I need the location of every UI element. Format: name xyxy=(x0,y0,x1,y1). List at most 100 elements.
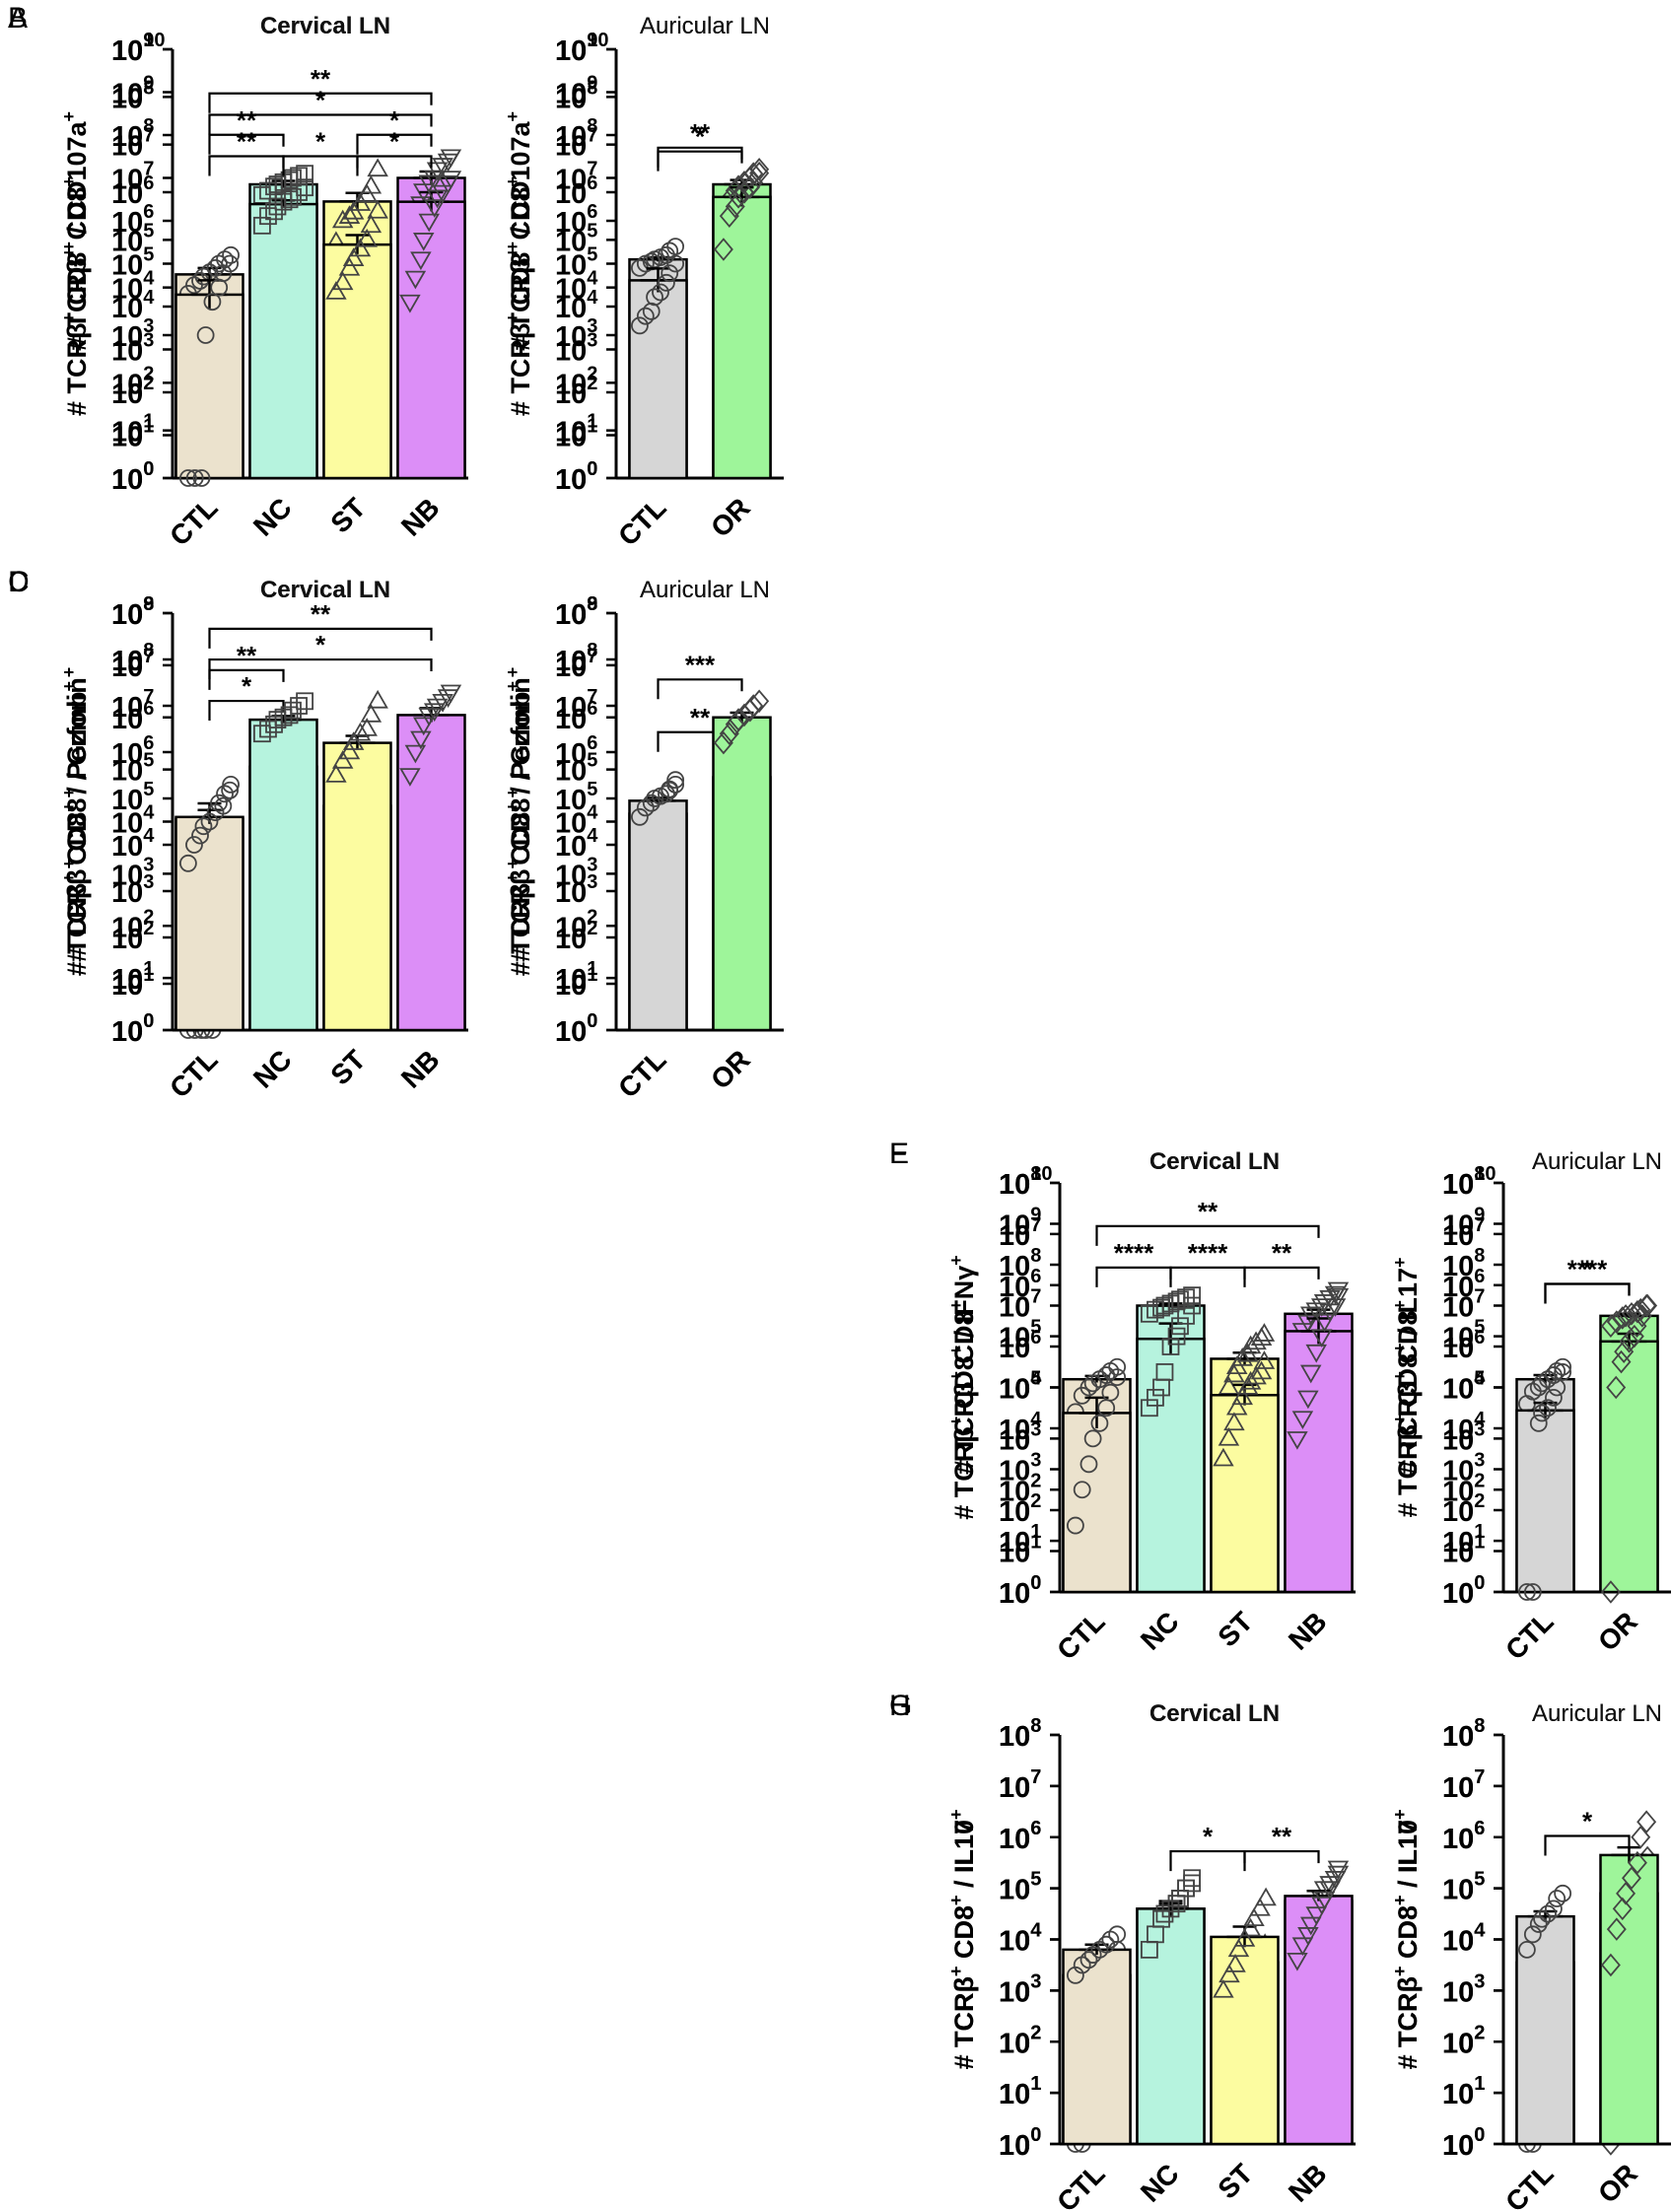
data-point-CTL xyxy=(1529,1915,1548,1933)
data-point-CTL xyxy=(1529,1414,1548,1432)
y-tick-label: 101 xyxy=(555,958,597,996)
data-point-NB xyxy=(1305,1344,1327,1363)
data-point-NC xyxy=(1161,1900,1180,1918)
significance-label: ** xyxy=(690,703,711,732)
y-tick-label: 105 xyxy=(999,1317,1041,1354)
data-point-CTL xyxy=(210,254,228,273)
y-axis-label: # TCRβ+ CD8+ / IL17+ xyxy=(946,1809,979,2069)
y-tick-label: 103 xyxy=(555,871,597,909)
data-point-CTL xyxy=(203,293,222,311)
data-point-NC xyxy=(1183,1286,1201,1305)
y-tick-label: 100 xyxy=(999,1572,1041,1610)
data-point-CTL xyxy=(1548,1378,1567,1397)
panel-letter: C xyxy=(8,566,30,598)
y-tick-label: 104 xyxy=(1442,1368,1486,1406)
chart-title: Cervical LN xyxy=(1149,1700,1280,1727)
y-tick-label: 104 xyxy=(555,268,598,306)
data-point-ST xyxy=(349,238,372,257)
y-tick-label: 102 xyxy=(999,2022,1041,2059)
data-point-NC xyxy=(1177,1879,1195,1898)
data-point-CTL xyxy=(1548,1890,1567,1907)
y-tick-label: 103 xyxy=(111,871,154,909)
y-axis-label: # TCRβ+ CD8+ xyxy=(946,1300,979,1475)
data-point-CTL xyxy=(1097,1935,1116,1954)
y-tick-label: 1010 xyxy=(999,1163,1053,1201)
data-point-NB xyxy=(1291,1937,1314,1957)
data-point-CTL xyxy=(210,794,228,812)
significance-label: * xyxy=(1203,1822,1214,1851)
y-tick-label: 101 xyxy=(1442,1532,1485,1569)
y-tick-label: 103 xyxy=(111,854,154,891)
data-point-ST xyxy=(1255,1887,1277,1906)
data-point-CTL xyxy=(178,854,197,872)
data-point-ST xyxy=(338,205,361,224)
data-point-CTL xyxy=(666,254,685,273)
significance-bracket xyxy=(208,133,285,155)
data-point-CTL xyxy=(1554,1363,1572,1381)
significance-bracket xyxy=(1243,1266,1320,1287)
chart-title: Cervical LN xyxy=(260,577,390,603)
y-tick-label: 101 xyxy=(555,411,597,449)
panel-H2: Auricular LN 100 101 102 103 104 105 106 107 108 #… xyxy=(1390,1700,1671,2212)
y-tick-label: 108 xyxy=(555,593,597,631)
y-tick-label: 104 xyxy=(999,1368,1042,1406)
data-point-NB xyxy=(432,184,453,204)
y-tick-label: 101 xyxy=(1442,2073,1485,2110)
bar-CTL xyxy=(1062,1412,1132,1594)
y-tick-label: 106 xyxy=(555,201,597,239)
data-point-ST xyxy=(1243,1907,1265,1927)
data-point-NC xyxy=(1167,1327,1186,1346)
y-tick-label: 103 xyxy=(1442,1418,1485,1456)
x-tick-label-NC: NC xyxy=(1135,1606,1185,1656)
data-point-CTL xyxy=(658,785,675,803)
y-tick-label: 101 xyxy=(999,2073,1041,2110)
y-tick-label: 108 xyxy=(111,115,154,153)
data-point-NB xyxy=(1310,1329,1333,1348)
significance-label: * xyxy=(315,630,326,659)
bar-OR xyxy=(712,716,772,1032)
bar-CTL xyxy=(1062,1948,1132,2146)
y-tick-label: 1010 xyxy=(1442,1163,1497,1201)
data-point-NC xyxy=(268,711,287,728)
y-tick-label: 102 xyxy=(555,363,597,400)
y-tick-label: 102 xyxy=(999,1470,1041,1507)
data-point-CTL xyxy=(206,803,225,821)
data-point-ST xyxy=(1253,1323,1276,1342)
data-point-OR xyxy=(713,238,733,261)
x-tick-label-ST: ST xyxy=(1212,2158,1258,2204)
panel-letter: D xyxy=(8,566,30,598)
y-axis-label: # TCRβ+ CD8+ / IFNγ+ xyxy=(946,1255,979,1520)
y-tick-label: 100 xyxy=(111,1010,154,1048)
data-point-OR xyxy=(1614,1340,1635,1363)
bar-ST xyxy=(1210,1394,1280,1594)
data-point-NB xyxy=(399,768,421,787)
data-point-CTL xyxy=(191,826,209,845)
data-point-CTL xyxy=(221,781,240,799)
y-tick-label: 104 xyxy=(111,825,155,863)
panel-B1: B Cervical LN1001011021031041051061071081… xyxy=(8,2,468,552)
y-tick-label: 106 xyxy=(1442,1266,1485,1303)
y-tick-label: 101 xyxy=(555,416,597,453)
y-axis-label: # TCRβ+ CD8+ / Gzmb+ xyxy=(59,681,92,962)
data-point-NB xyxy=(432,158,453,176)
data-point-ST xyxy=(325,764,347,783)
y-tick-label: 109 xyxy=(111,30,154,67)
y-tick-label: 104 xyxy=(555,825,598,863)
data-point-CTL xyxy=(185,836,203,854)
chart-title: Cervical LN xyxy=(260,577,390,603)
y-tick-label: 108 xyxy=(999,1715,1041,1753)
y-axis-label: # TCRβ+ CD8+ / Perforin+ xyxy=(503,667,535,977)
x-tick-label-OR: OR xyxy=(705,492,756,543)
data-point-CTL xyxy=(636,307,655,325)
y-tick-label: 106 xyxy=(555,698,597,735)
data-point-NC xyxy=(296,692,314,711)
significance-label: * xyxy=(1582,1807,1593,1836)
y-tick-label: 104 xyxy=(111,802,155,840)
data-point-CTL xyxy=(216,250,234,269)
y-tick-label: 100 xyxy=(111,458,154,496)
y-tick-label: 107 xyxy=(999,1766,1041,1804)
data-point-CTL xyxy=(178,469,197,487)
y-tick-label: 104 xyxy=(555,287,598,324)
significance-label: * xyxy=(389,127,400,157)
bar-NB xyxy=(396,200,466,480)
